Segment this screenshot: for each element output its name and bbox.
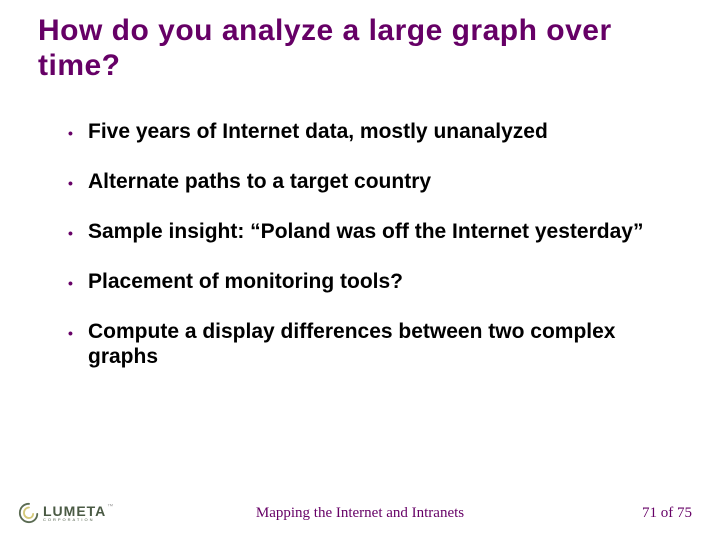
bullet-marker-icon: • (68, 170, 88, 196)
slide-title: How do you analyze a large graph over ti… (38, 14, 660, 83)
bullet-text: Alternate paths to a target country (88, 170, 670, 195)
bullet-marker-icon: • (68, 120, 88, 146)
list-item: • Placement of monitoring tools? (68, 270, 670, 296)
list-item: • Alternate paths to a target country (68, 170, 670, 196)
list-item: • Sample insight: “Poland was off the In… (68, 220, 670, 246)
bullet-marker-icon: • (68, 270, 88, 296)
list-item: • Five years of Internet data, mostly un… (68, 120, 670, 146)
bullet-text: Placement of monitoring tools? (88, 270, 670, 295)
bullet-marker-icon: • (68, 320, 88, 346)
bullet-marker-icon: • (68, 220, 88, 246)
list-item: • Compute a display differences between … (68, 320, 670, 370)
bullet-text: Sample insight: “Poland was off the Inte… (88, 220, 670, 245)
bullet-list: • Five years of Internet data, mostly un… (68, 120, 670, 394)
footer-title: Mapping the Internet and Intranets (0, 505, 720, 522)
bullet-text: Compute a display differences between tw… (88, 320, 670, 370)
slide: How do you analyze a large graph over ti… (0, 0, 720, 540)
bullet-text: Five years of Internet data, mostly unan… (88, 120, 670, 145)
page-number: 71 of 75 (642, 505, 692, 522)
